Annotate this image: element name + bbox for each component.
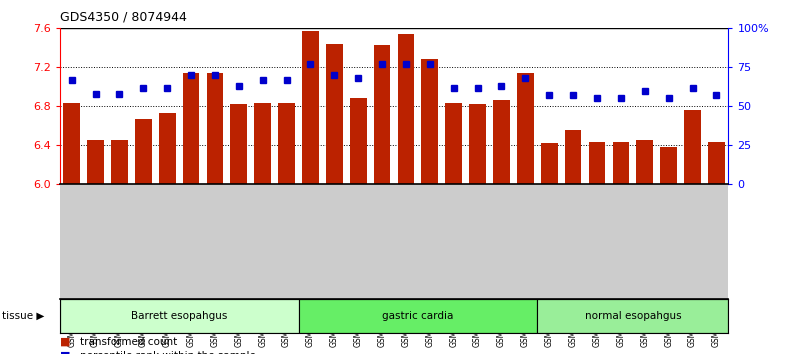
Bar	[537, 299, 728, 333]
Bar	[278, 103, 295, 184]
Text: normal esopahgus: normal esopahgus	[584, 311, 681, 321]
Bar	[182, 73, 199, 184]
Bar	[636, 140, 653, 184]
Bar	[684, 110, 700, 184]
Bar	[612, 142, 629, 184]
Bar	[254, 103, 271, 184]
Bar	[158, 113, 175, 184]
Bar	[493, 101, 509, 184]
Bar	[206, 73, 223, 184]
Bar	[302, 31, 318, 184]
Bar	[111, 140, 127, 184]
Bar	[60, 299, 298, 333]
Bar	[421, 59, 438, 184]
Bar	[445, 103, 462, 184]
Bar	[660, 147, 677, 184]
Bar	[564, 130, 581, 184]
Bar	[588, 142, 605, 184]
Text: ■: ■	[60, 337, 70, 347]
Text: Barrett esopahgus: Barrett esopahgus	[131, 311, 228, 321]
Text: gastric cardia: gastric cardia	[382, 311, 454, 321]
Bar	[540, 143, 557, 184]
Bar	[87, 140, 103, 184]
Text: transformed count: transformed count	[80, 337, 177, 347]
Bar	[230, 104, 247, 184]
Text: percentile rank within the sample: percentile rank within the sample	[80, 351, 256, 354]
Bar	[298, 299, 537, 333]
Bar	[63, 103, 80, 184]
Text: ■: ■	[60, 351, 70, 354]
Bar	[708, 142, 724, 184]
Bar	[135, 119, 151, 184]
Bar	[373, 45, 390, 184]
Bar	[397, 34, 414, 184]
Bar	[326, 44, 342, 184]
Bar	[517, 73, 533, 184]
Text: GDS4350 / 8074944: GDS4350 / 8074944	[60, 11, 186, 24]
Bar	[349, 98, 366, 184]
Bar	[469, 104, 486, 184]
Text: tissue ▶: tissue ▶	[2, 311, 44, 321]
